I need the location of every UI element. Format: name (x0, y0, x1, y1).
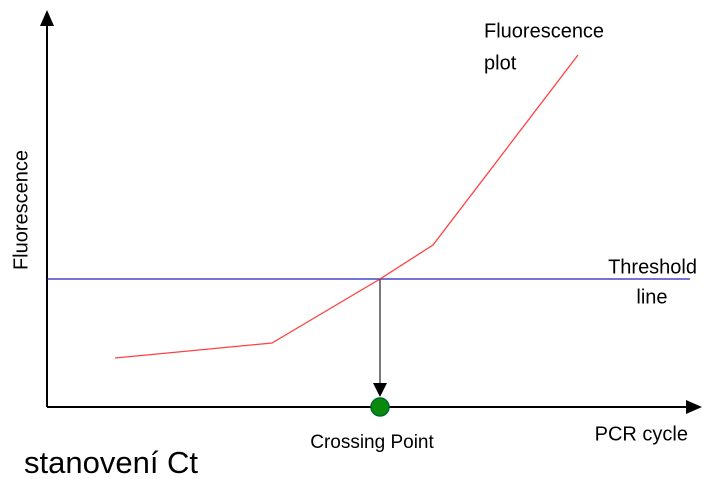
x-axis-label: PCR cycle (595, 423, 688, 445)
curve-label-line: Fluorescence (484, 20, 604, 42)
threshold-label-line: line (636, 286, 667, 308)
threshold-label-line: Threshold (608, 256, 697, 278)
curve-label-line: plot (484, 52, 517, 74)
caption: stanovení Ct (24, 445, 198, 479)
drop-arrow (373, 383, 387, 397)
y-axis-label: Fluorescence (10, 150, 32, 270)
x-axis-arrow (686, 400, 702, 414)
crossing-point (370, 397, 390, 417)
fluorescence-curve (114, 54, 579, 359)
crossing-label: Crossing Point (310, 432, 434, 453)
y-axis-arrow (40, 10, 54, 26)
